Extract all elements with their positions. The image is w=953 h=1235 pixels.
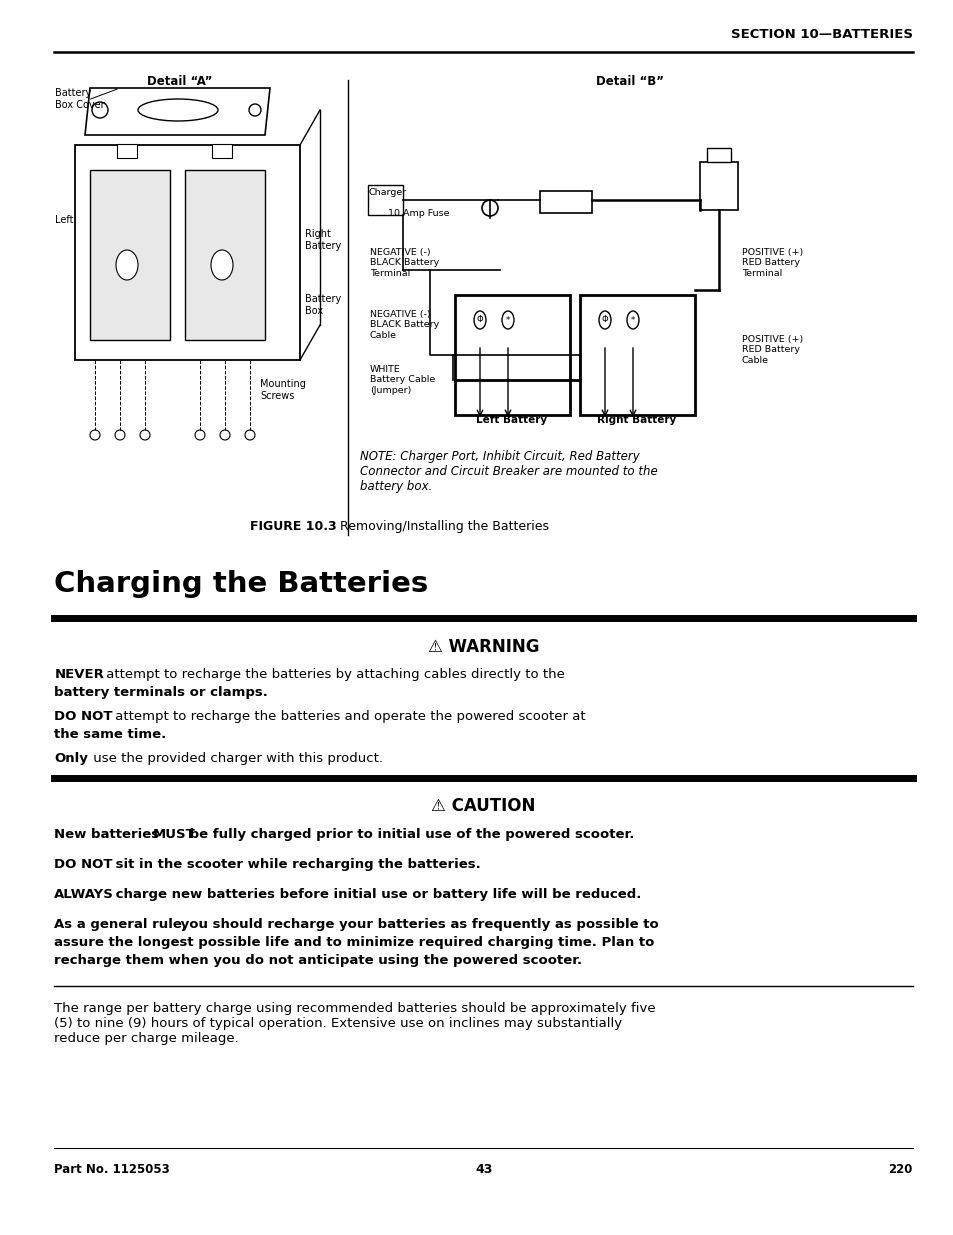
Text: WHITE
Battery Cable
(Jumper): WHITE Battery Cable (Jumper) <box>370 366 435 395</box>
Text: Φ: Φ <box>476 315 483 325</box>
Text: Only: Only <box>54 752 89 764</box>
Ellipse shape <box>138 99 218 121</box>
Ellipse shape <box>249 104 261 116</box>
Text: Battery
Box Cover: Battery Box Cover <box>55 88 105 110</box>
Text: *: * <box>505 315 510 325</box>
Bar <box>455 295 569 415</box>
Ellipse shape <box>626 311 639 329</box>
Ellipse shape <box>116 249 138 280</box>
Text: Charger: Charger <box>369 188 407 198</box>
Text: Detail “A”: Detail “A” <box>147 75 213 88</box>
Text: Charging the Batteries: Charging the Batteries <box>54 571 428 598</box>
Ellipse shape <box>140 430 150 440</box>
Text: ⚠ CAUTION: ⚠ CAUTION <box>431 797 536 815</box>
Bar <box>90 170 170 340</box>
Text: 43: 43 <box>475 1163 492 1176</box>
Ellipse shape <box>501 311 514 329</box>
Bar <box>75 144 299 359</box>
Text: the same time.: the same time. <box>54 727 167 741</box>
Text: 220: 220 <box>887 1163 912 1176</box>
Text: assure the longest possible life and to minimize required charging time. Plan to: assure the longest possible life and to … <box>54 936 654 948</box>
Text: attempt to recharge the batteries and operate the powered scooter at: attempt to recharge the batteries and op… <box>112 710 585 722</box>
Text: charge new batteries before initial use or battery life will be reduced.: charge new batteries before initial use … <box>112 888 641 902</box>
Text: Part No. 1125053: Part No. 1125053 <box>54 1163 170 1176</box>
Text: DO NOT: DO NOT <box>54 710 112 722</box>
Text: DO NOT: DO NOT <box>54 858 112 871</box>
Text: FIGURE 10.3: FIGURE 10.3 <box>250 520 336 534</box>
Text: Detail “B”: Detail “B” <box>596 75 663 88</box>
Ellipse shape <box>211 249 233 280</box>
Bar <box>212 144 232 158</box>
Text: New batteries: New batteries <box>54 827 164 841</box>
Text: battery terminals or clamps.: battery terminals or clamps. <box>54 685 268 699</box>
Ellipse shape <box>115 430 125 440</box>
Text: recharge them when you do not anticipate using the powered scooter.: recharge them when you do not anticipate… <box>54 953 582 967</box>
Text: As a general rule,: As a general rule, <box>54 918 187 931</box>
Text: NEGATIVE (-)
BLACK Battery
Terminal: NEGATIVE (-) BLACK Battery Terminal <box>370 248 438 278</box>
Text: Right Battery: Right Battery <box>597 415 676 425</box>
Bar <box>368 185 402 215</box>
Text: 10 Amp Fuse: 10 Amp Fuse <box>388 209 449 219</box>
Text: be fully charged prior to initial use of the powered scooter.: be fully charged prior to initial use of… <box>185 827 634 841</box>
Text: ALWAYS: ALWAYS <box>54 888 114 902</box>
Text: Removing/Installing the Batteries: Removing/Installing the Batteries <box>328 520 548 534</box>
Text: NOTE: Charger Port, Inhibit Circuit, Red Battery
Connector and Circuit Breaker a: NOTE: Charger Port, Inhibit Circuit, Red… <box>359 450 657 493</box>
Text: SECTION 10—BATTERIES: SECTION 10—BATTERIES <box>730 28 912 41</box>
Text: The range per battery charge using recommended batteries should be approximately: The range per battery charge using recom… <box>54 1002 656 1045</box>
Bar <box>700 162 738 210</box>
Bar <box>706 148 730 162</box>
Text: Left Battery: Left Battery <box>476 415 547 425</box>
Bar <box>117 144 137 158</box>
Text: Mounting
Screws: Mounting Screws <box>260 379 306 401</box>
Text: use the provided charger with this product.: use the provided charger with this produ… <box>90 752 383 764</box>
Bar <box>579 295 695 415</box>
Text: attempt to recharge the batteries by attaching cables directly to the: attempt to recharge the batteries by att… <box>102 668 565 680</box>
Text: NEVER: NEVER <box>54 668 104 680</box>
Text: NEGATIVE (-)
BLACK Battery
Cable: NEGATIVE (-) BLACK Battery Cable <box>370 310 438 340</box>
Ellipse shape <box>220 430 230 440</box>
Text: MUST: MUST <box>152 827 195 841</box>
Ellipse shape <box>194 430 205 440</box>
Ellipse shape <box>598 311 610 329</box>
Text: Battery
Box: Battery Box <box>305 294 341 316</box>
Text: *: * <box>630 315 635 325</box>
Text: POSITIVE (+)
RED Battery
Cable: POSITIVE (+) RED Battery Cable <box>741 335 802 364</box>
Polygon shape <box>85 88 270 135</box>
Ellipse shape <box>474 311 485 329</box>
Text: Right
Battery: Right Battery <box>305 230 341 251</box>
Text: Left: Left <box>55 215 73 225</box>
Text: you should recharge your batteries as frequently as possible to: you should recharge your batteries as fr… <box>176 918 659 931</box>
Ellipse shape <box>90 430 100 440</box>
Bar <box>539 191 592 212</box>
Ellipse shape <box>245 430 254 440</box>
Ellipse shape <box>481 200 497 216</box>
Ellipse shape <box>91 103 108 119</box>
Text: POSITIVE (+)
RED Battery
Terminal: POSITIVE (+) RED Battery Terminal <box>741 248 802 278</box>
Bar <box>185 170 265 340</box>
Text: ⚠ WARNING: ⚠ WARNING <box>428 638 538 656</box>
Text: sit in the scooter while recharging the batteries.: sit in the scooter while recharging the … <box>112 858 480 871</box>
Text: Φ: Φ <box>601 315 608 325</box>
